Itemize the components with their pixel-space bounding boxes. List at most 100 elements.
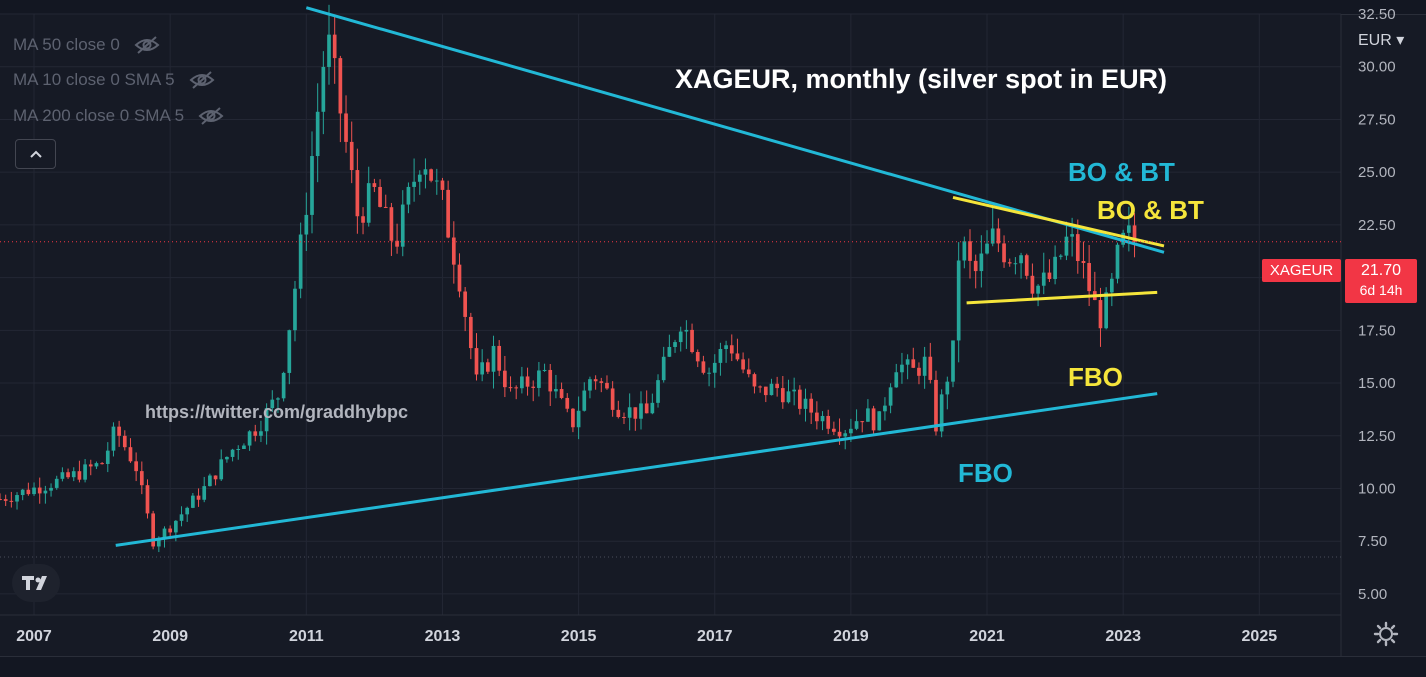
candle-body: [1002, 243, 1006, 263]
y-tick-label: 10.00: [1358, 480, 1396, 497]
y-tick-label: 27.50: [1358, 111, 1396, 128]
candle-body: [54, 478, 59, 488]
eye-off-icon[interactable]: [198, 106, 224, 126]
chart-title: XAGEUR, monthly (silver spot in EUR): [675, 64, 1168, 94]
candle-body: [83, 464, 87, 480]
eye-off-icon[interactable]: [189, 70, 215, 90]
y-tick-label: 5.00: [1358, 586, 1387, 603]
candle-body: [559, 389, 564, 398]
x-tick-label: 2017: [697, 628, 733, 645]
candle-body: [468, 316, 473, 349]
y-tick-label: 7.50: [1358, 533, 1387, 550]
x-tick-label: 2015: [561, 628, 597, 645]
currency-label: EUR: [1358, 32, 1392, 49]
candle-body: [1036, 285, 1040, 294]
candle-body: [900, 364, 904, 373]
candle-body: [32, 487, 36, 495]
bar-countdown: 6d 14h: [1359, 282, 1403, 298]
candle-body: [525, 376, 530, 387]
candle-body: [128, 447, 133, 462]
candle-body: [1019, 255, 1023, 264]
candle-body: [304, 214, 309, 235]
candle-body: [724, 345, 728, 349]
candle-body: [769, 383, 774, 396]
eye-off-icon[interactable]: [134, 35, 160, 55]
candle-body: [531, 386, 536, 388]
candle-body: [951, 340, 955, 382]
candle-body: [321, 66, 326, 112]
tradingview-logo[interactable]: [12, 564, 60, 602]
candle-body: [1041, 272, 1046, 286]
candle-body: [264, 408, 269, 432]
candle-body: [1127, 225, 1131, 233]
candle-body: [366, 183, 371, 223]
candle-body: [684, 329, 689, 332]
candle-body: [122, 435, 127, 448]
candle-body: [860, 421, 865, 423]
candle-body: [451, 237, 456, 265]
candle-body: [996, 228, 1001, 244]
candle-body: [678, 331, 683, 343]
candle-body: [537, 370, 541, 388]
candle-body: [571, 408, 575, 428]
candle-body: [151, 513, 156, 547]
candle-body: [168, 528, 173, 533]
candle-body: [1115, 244, 1120, 279]
candle-body: [729, 345, 734, 354]
candle-body: [917, 367, 921, 376]
candle-body: [236, 449, 241, 451]
candle-body: [77, 471, 82, 480]
candle-body: [633, 407, 638, 419]
chevron-down-icon: ▾: [1396, 32, 1405, 49]
trendline-upper_cyan: [305, 6, 1165, 254]
candle-body: [9, 500, 14, 502]
candle-body: [741, 359, 745, 370]
candle-body: [66, 472, 70, 478]
collapse-indicators-button[interactable]: [15, 139, 56, 169]
symbol-price-label: XAGEUR: [1262, 259, 1341, 282]
candle-body: [656, 380, 660, 403]
candle-body: [60, 472, 65, 479]
last-price-value: 21.70: [1360, 262, 1402, 279]
last-price-label: 21.70 6d 14h: [1345, 259, 1417, 303]
candle-body: [117, 426, 121, 436]
candle-body: [372, 183, 377, 187]
candle-body: [622, 417, 626, 419]
candle-body: [554, 389, 558, 392]
candle-body: [491, 345, 496, 372]
candle-body: [644, 403, 649, 414]
candle-body: [434, 180, 439, 182]
candle-body: [1064, 236, 1069, 256]
currency-selector[interactable]: EUR ▾: [1358, 30, 1404, 50]
x-tick-label: 2023: [1105, 628, 1141, 645]
gear-icon[interactable]: [1373, 621, 1399, 647]
candle-body: [406, 186, 411, 205]
candle-body: [508, 387, 513, 389]
candle-body: [786, 391, 791, 403]
indicator-ma-10[interactable]: MA 10 close 0 SMA 5: [13, 69, 215, 91]
candle-body: [446, 189, 450, 238]
candle-body: [843, 433, 848, 437]
candle-body: [883, 405, 887, 412]
candle-body: [1109, 278, 1114, 293]
y-tick-label: 15.00: [1358, 375, 1396, 392]
indicator-ma-200[interactable]: MA 200 close 0 SMA 5: [13, 105, 224, 127]
candle-body: [253, 431, 258, 436]
candle-body: [463, 291, 467, 317]
candle-body: [763, 386, 768, 396]
candle-body: [3, 499, 8, 501]
candle-body: [355, 170, 360, 217]
candle-body: [701, 361, 706, 373]
candle-body: [746, 369, 751, 375]
x-tick-label: 2007: [16, 628, 52, 645]
candle-body: [797, 389, 802, 409]
candle-body: [815, 412, 819, 422]
y-tick-label: 12.50: [1358, 428, 1396, 445]
y-tick-label: 32.50: [1358, 6, 1396, 23]
indicator-ma-50[interactable]: MA 50 close 0: [13, 34, 160, 56]
candle-body: [520, 376, 524, 389]
candle-body: [349, 141, 354, 171]
candle-body: [174, 520, 178, 533]
